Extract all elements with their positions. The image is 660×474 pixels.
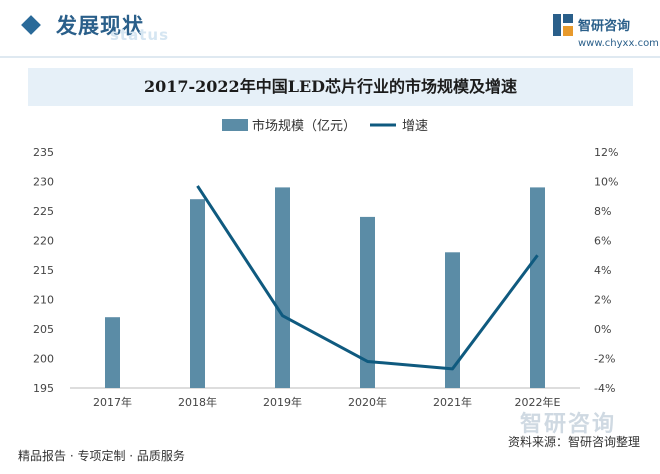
x-tick-label: 2017年	[93, 395, 132, 409]
x-tick-label: 2022年E	[515, 395, 561, 409]
y-left-tick-label: 195	[33, 382, 54, 395]
footer-slogan: 精品报告 · 专项定制 · 品质服务	[18, 449, 185, 463]
y-left-tick-label: 235	[33, 146, 54, 159]
bar	[445, 252, 460, 388]
brand-name: 智研咨询	[578, 19, 631, 34]
page-header: 发展现状 status 智研咨询 www.chyxx.com	[0, 0, 660, 62]
brand-watermark-bottom: 智研咨询	[520, 412, 617, 437]
y-left-tick-label: 220	[33, 235, 54, 248]
bar	[530, 187, 545, 388]
y-right-tick-label: 4%	[594, 264, 611, 277]
chart: 市场规模（亿元） 增速 195 200 205 210 215 220 225 230 235 -4%…	[33, 118, 618, 409]
x-tick-label: 2021年	[433, 395, 472, 409]
y-left-tick-label: 225	[33, 205, 54, 218]
x-tick-label: 2018年	[178, 395, 217, 409]
legend-bar-swatch	[222, 119, 248, 131]
growth-line	[196, 185, 539, 371]
bar	[360, 216, 375, 388]
y-left-tick-label: 210	[33, 294, 54, 307]
legend-line-label: 增速	[402, 119, 428, 134]
x-tick-label: 2020年	[348, 395, 387, 409]
y-right-tick-label: -2%	[594, 353, 615, 366]
bar	[105, 317, 120, 388]
bar	[275, 187, 290, 388]
brand-url: www.chyxx.com	[578, 38, 659, 49]
y-right-tick-label: 10%	[594, 176, 618, 189]
y-left-tick-label: 205	[33, 323, 54, 336]
diamond-icon	[21, 15, 41, 35]
section-title: 发展现状	[56, 14, 144, 38]
y-right-tick-label: 12%	[594, 146, 618, 159]
section-ghost-text: status	[110, 26, 169, 44]
y-right-tick-label: 8%	[594, 205, 611, 218]
y-left-tick-label: 215	[33, 264, 54, 277]
x-tick-label: 2019年	[263, 395, 302, 409]
y-right-tick-label: 2%	[594, 294, 611, 307]
y-left-tick-label: 200	[33, 353, 54, 366]
chart-title: 2017-2022年中国LED芯片行业的市场规模及增速	[143, 77, 518, 96]
y-left-tick-label: 230	[33, 176, 54, 189]
chart-title-bar: 2017-2022年中国LED芯片行业的市场规模及增速	[28, 68, 633, 106]
y-right-tick-label: 0%	[594, 323, 611, 336]
y-right-tick-label: 6%	[594, 235, 611, 248]
brand-logo-icon	[553, 14, 573, 36]
source-note: 资料来源：智研咨询整理	[508, 435, 641, 449]
header-divider	[0, 56, 660, 58]
bar	[190, 199, 205, 388]
legend-bar-label: 市场规模（亿元）	[252, 118, 356, 134]
y-right-tick-label: -4%	[594, 382, 615, 395]
